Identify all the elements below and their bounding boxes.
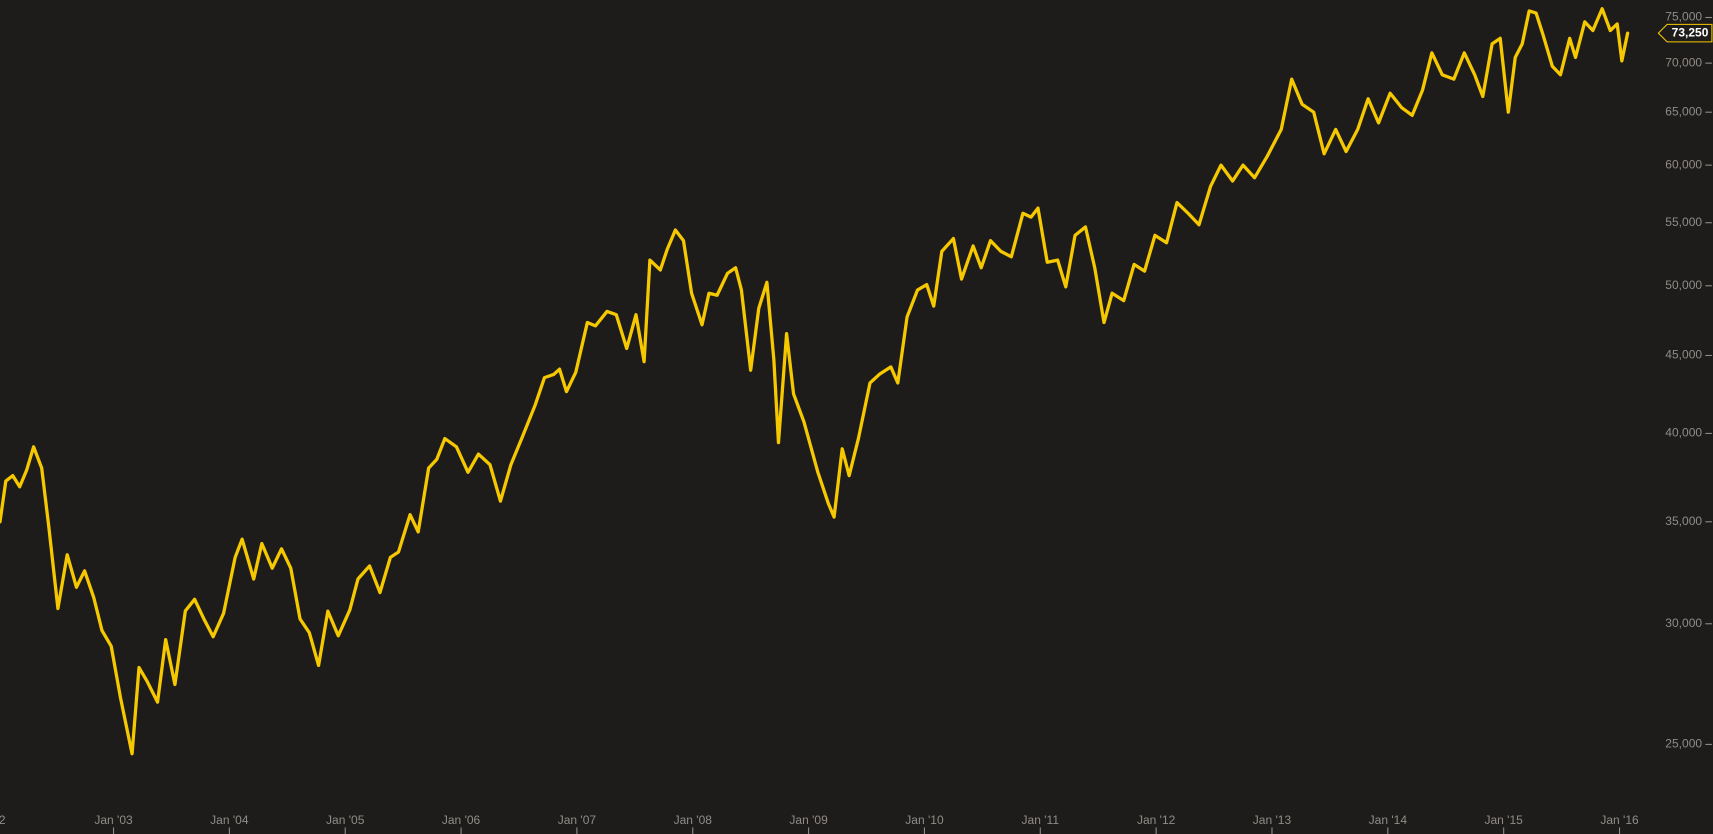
y-tick-label: 75,000 <box>1665 10 1702 24</box>
y-tick-label: 30,000 <box>1665 616 1702 630</box>
x-tick-label: Jan '07 <box>558 813 597 827</box>
x-tick-label: Jan '03 <box>94 813 133 827</box>
x-tick-label: Jan '05 <box>326 813 365 827</box>
x-tick-label: Jan '06 <box>442 813 481 827</box>
last-value-label: 73,250 <box>1672 25 1709 39</box>
x-tick-label: Jan '09 <box>789 813 828 827</box>
y-tick-label: 35,000 <box>1665 514 1702 528</box>
x-tick-label: Jan '10 <box>905 813 944 827</box>
y-tick-label: 45,000 <box>1665 348 1702 362</box>
x-tick-label: '02 <box>0 813 6 827</box>
y-tick-label: 40,000 <box>1665 426 1702 440</box>
x-tick-label: Jan '04 <box>210 813 249 827</box>
x-tick-label: Jan '16 <box>1600 813 1639 827</box>
y-tick-label: 70,000 <box>1665 55 1702 69</box>
x-tick-label: Jan '13 <box>1253 813 1292 827</box>
x-tick-label: Jan '11 <box>1022 813 1060 827</box>
x-tick-label: Jan '08 <box>674 813 713 827</box>
y-tick-label: 65,000 <box>1665 104 1702 118</box>
x-tick-label: Jan '14 <box>1369 813 1408 827</box>
y-tick-label: 60,000 <box>1665 157 1702 171</box>
x-tick-label: Jan '15 <box>1484 813 1523 827</box>
y-tick-label: 25,000 <box>1665 737 1702 751</box>
y-tick-label: 50,000 <box>1665 278 1702 292</box>
x-tick-label: Jan '12 <box>1137 813 1176 827</box>
last-value-tag <box>1657 23 1713 43</box>
price-line <box>0 7 1630 756</box>
y-tick-label: 55,000 <box>1665 215 1702 229</box>
